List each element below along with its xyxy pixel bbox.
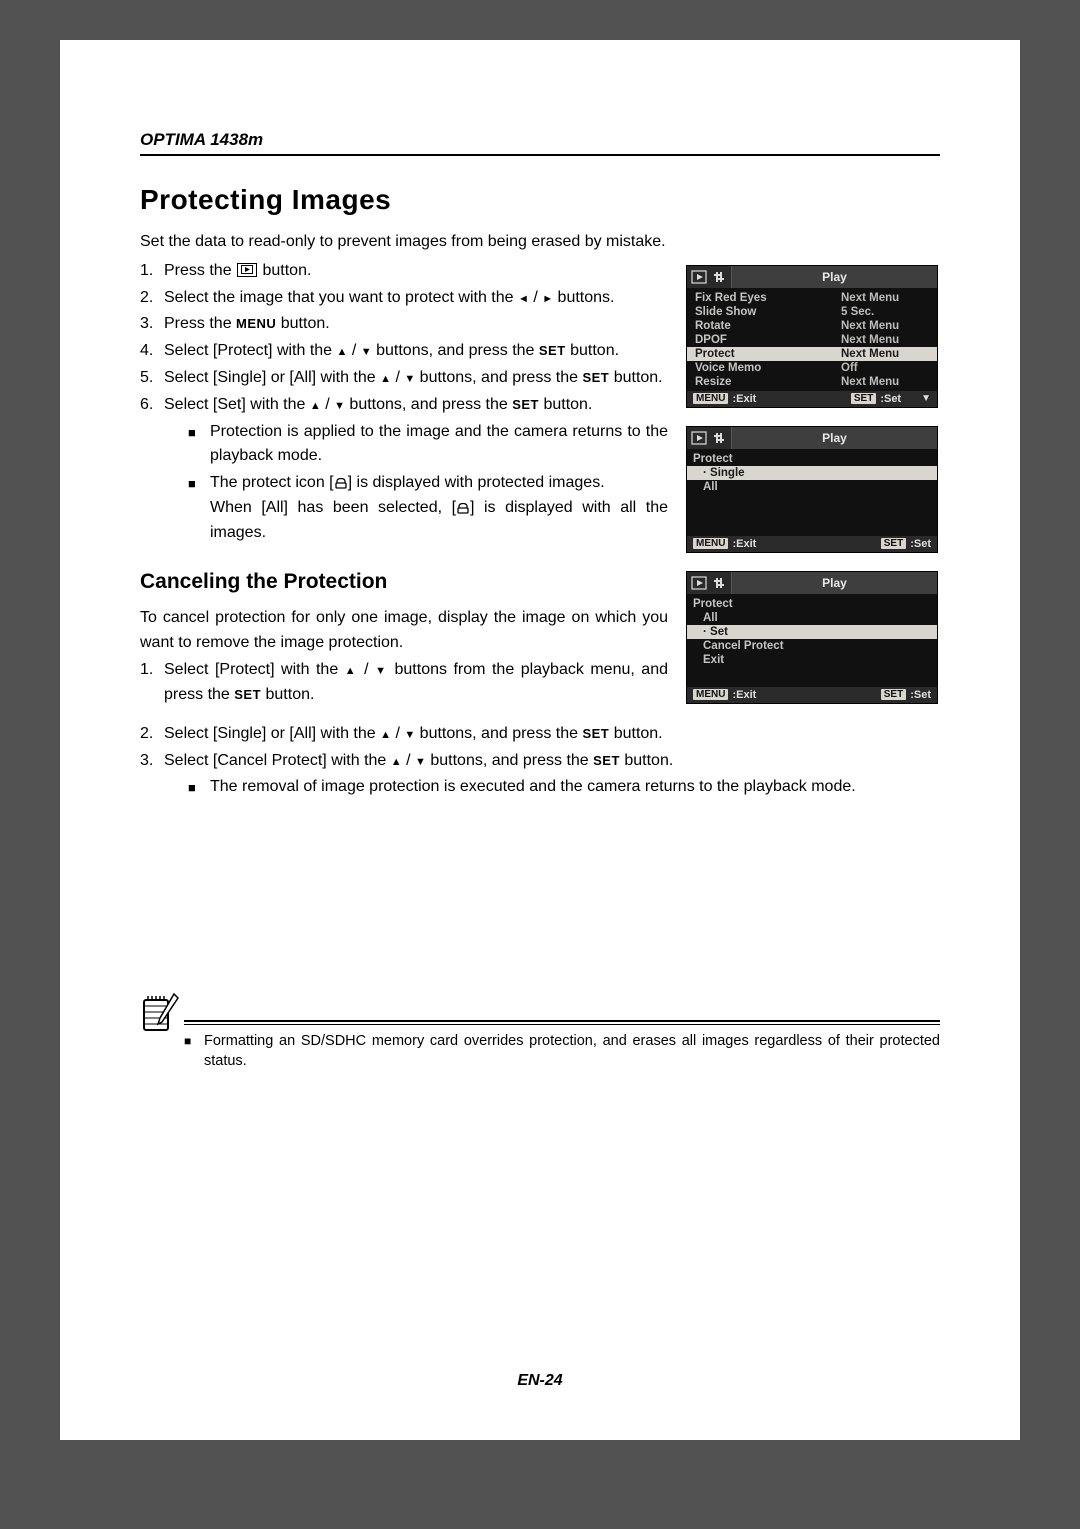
cancel-step-1: 1.Select [Protect] with the / buttons fr… [140, 658, 668, 708]
lcd-play-menu: Play Fix Red EyesNext MenuSlide Show5 Se… [686, 265, 938, 408]
cancel-subtitle: Canceling the Protection [140, 566, 668, 599]
note-text: Formatting an SD/SDHC memory card overri… [204, 1031, 940, 1072]
right-column: Play Fix Red EyesNext MenuSlide Show5 Se… [686, 259, 940, 722]
lcd-tab-label: Play [731, 266, 937, 288]
down-arrow-icon [361, 342, 372, 359]
up-arrow-icon [337, 342, 348, 359]
lcd-row: All [687, 611, 937, 625]
lcd-heading: Protect [687, 452, 937, 466]
up-arrow-icon [391, 752, 402, 769]
lcd-row: Voice MemoOff [687, 361, 937, 375]
lcd-row: Slide Show5 Sec. [687, 305, 937, 319]
lcd-tab-label: Play [731, 572, 937, 594]
play-icon [237, 263, 257, 277]
step-5: 5.Select [Single] or [All] with the / bu… [140, 366, 668, 391]
bullet-protection-applied: ■Protection is applied to the image and … [188, 420, 668, 470]
lcd-footer: MENU:Exit SET:Set ▼ [687, 391, 937, 407]
left-column: 1.Press the button. 2.Select the image t… [140, 259, 668, 722]
header-rule [140, 154, 940, 156]
cancel-steps: 1.Select [Protect] with the / buttons fr… [140, 658, 668, 708]
set-label: SET [512, 397, 539, 412]
playback-tab-icon [691, 431, 707, 445]
two-column-layout: 1.Press the button. 2.Select the image t… [140, 259, 940, 722]
lcd-row: All [687, 480, 937, 494]
intro-text: Set the data to read-only to prevent ima… [140, 230, 940, 255]
page-title: Protecting Images [140, 184, 940, 216]
lcd-topbar: Play [687, 572, 937, 594]
step-3: 3.Press the MENU button. [140, 312, 668, 337]
lcd-protect-all-submenu: Play Protect All · SetCancel ProtectExit… [686, 571, 938, 704]
playback-tab-icon [691, 270, 707, 284]
down-arrow-icon [334, 396, 345, 413]
lcd-topbar: Play [687, 266, 937, 288]
step-1: 1.Press the button. [140, 259, 668, 284]
playback-tab-icon [691, 576, 707, 590]
lcd-row: DPOFNext Menu [687, 333, 937, 347]
cancel-steps-continued: 2.Select [Single] or [All] with the / bu… [140, 722, 940, 802]
lcd-heading: Protect [687, 597, 937, 611]
lcd-row: RotateNext Menu [687, 319, 937, 333]
lcd-topbar: Play [687, 427, 937, 449]
lcd-footer: MENU:Exit SET:Set [687, 687, 937, 703]
set-label: SET [234, 687, 261, 702]
cancel-step-2: 2.Select [Single] or [All] with the / bu… [140, 722, 940, 747]
page-number: EN-24 [60, 1372, 1020, 1390]
down-arrow-icon [404, 725, 415, 742]
lcd-row: · Single [687, 466, 937, 480]
cancel-step-3: 3.Select [Cancel Protect] with the / but… [140, 749, 940, 803]
up-arrow-icon [345, 661, 358, 678]
lcd-protect-submenu: Play Protect · SingleAll MENU:Exit SET:S… [686, 426, 938, 553]
set-label: SET [582, 370, 609, 385]
step-6: 6.Select [Set] with the / buttons, and p… [140, 393, 668, 548]
step-2: 2.Select the image that you want to prot… [140, 286, 668, 311]
lock-icon [456, 499, 470, 516]
step-4: 4.Select [Protect] with the / buttons, a… [140, 339, 668, 364]
set-label: SET [582, 726, 609, 741]
up-arrow-icon [310, 396, 321, 413]
lcd-tab-label: Play [731, 427, 937, 449]
set-label: SET [539, 343, 566, 358]
down-arrow-icon [375, 661, 388, 678]
lcd-row: ResizeNext Menu [687, 375, 937, 389]
up-arrow-icon [380, 369, 391, 386]
lcd-row: Exit [687, 653, 937, 667]
down-arrow-icon [415, 752, 426, 769]
lcd-row: Fix Red EyesNext Menu [687, 291, 937, 305]
note-block: ■ Formatting an SD/SDHC memory card over… [140, 1020, 940, 1072]
note-icon [140, 992, 180, 1034]
setup-tab-icon [711, 431, 727, 445]
lcd-row: Cancel Protect [687, 639, 937, 653]
setup-tab-icon [711, 576, 727, 590]
down-arrow-icon [404, 369, 415, 386]
set-label: SET [593, 753, 620, 768]
cancel-bullet: ■The removal of image protection is exec… [188, 775, 940, 800]
lcd-row: ProtectNext Menu [687, 347, 937, 361]
left-arrow-icon [518, 289, 529, 306]
menu-label: MENU [236, 316, 276, 331]
cancel-intro: To cancel protection for only one image,… [140, 606, 668, 656]
right-arrow-icon [542, 289, 553, 306]
up-arrow-icon [380, 725, 391, 742]
bullet-protect-icon: ■The protect icon [] is displayed with p… [188, 471, 668, 545]
lcd-footer: MENU:Exit SET:Set [687, 536, 937, 552]
lcd-row: · Set [687, 625, 937, 639]
protect-steps: 1.Press the button. 2.Select the image t… [140, 259, 668, 548]
setup-tab-icon [711, 270, 727, 284]
model-label: OPTIMA 1438m [140, 130, 940, 150]
manual-page: OPTIMA 1438m Protecting Images Set the d… [60, 40, 1020, 1440]
lock-icon [334, 474, 348, 491]
